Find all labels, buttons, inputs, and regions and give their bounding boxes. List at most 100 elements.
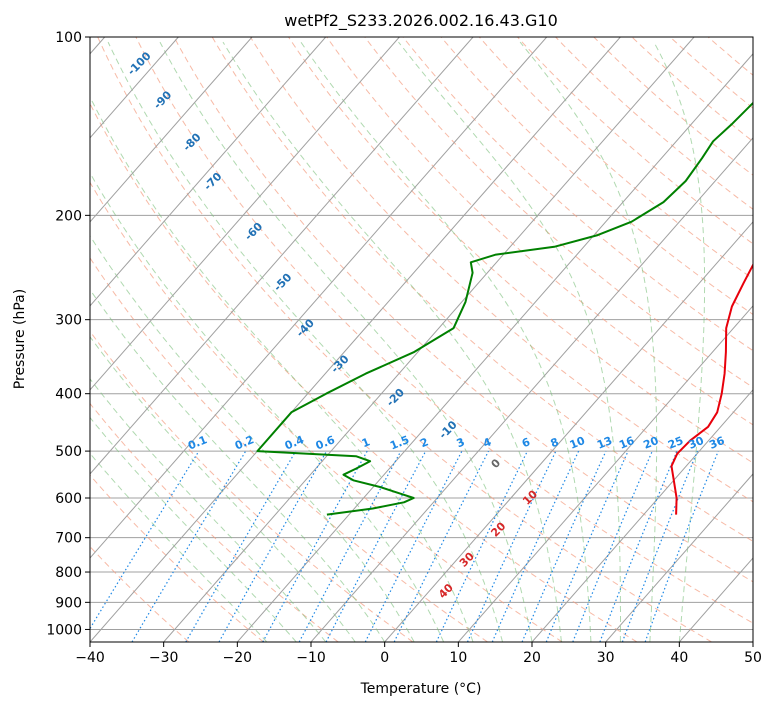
isotherm--50 [90,37,548,559]
adiabat-label: 10 [520,487,540,507]
isotherm-20 [531,389,753,642]
plot-area: -100-90-80-70-60-50-40-30-20-10010203040… [90,37,753,642]
dry-adiabat-80 [249,37,753,503]
isotherm--70 [90,37,400,391]
mixing-ratio-line-0.1 [90,450,200,630]
dry-adiabat-70 [211,37,753,542]
isobar-gridlines [90,37,753,630]
mixing-ratio-label: 0.1 [186,433,209,452]
y-tick-label: 300 [55,313,82,329]
mixing-ratio-label: 16 [617,434,636,452]
dry-adiabat--20 [90,474,264,642]
adiabat-label: 40 [436,581,456,601]
mixing-ratio-label: 10 [568,434,587,452]
x-tick-label: 40 [670,650,688,666]
adiabat-label: -90 [151,88,174,111]
sounding-profiles [256,101,753,516]
dry-adiabat-160 [555,37,753,210]
dry-adiabat-110 [364,37,753,388]
adiabat-label: -80 [180,130,203,153]
moist-adiabat-12 [90,95,474,642]
mixing-ratio-label: 1.5 [388,433,411,452]
mixing-ratio-line-0.6 [218,450,328,642]
isotherm--80 [90,37,327,307]
isotherm-30 [605,473,753,642]
x-tick-label: −40 [75,650,105,666]
x-tick-label: −20 [223,650,253,666]
moist-adiabat-24 [222,41,562,642]
x-tick-label: 0 [380,650,389,666]
mixing-ratio-label: 6 [520,435,532,450]
moist-adiabats [90,41,706,642]
dry-adiabat-100 [326,37,753,426]
dry-adiabat-180 [631,37,753,143]
dry-adiabat-170 [593,37,753,176]
y-tick-label: 600 [55,491,82,507]
mixing-ratio-label: 3 [455,435,467,450]
dry-adiabat-20 [90,181,563,642]
mixing-ratio-line-25 [599,450,678,642]
mixing-ratio-label: 8 [549,435,561,450]
mixing-ratio-label: 20 [641,434,660,452]
dry-adiabat-150 [517,37,753,245]
dry-adiabat-130 [440,37,753,316]
adiabat-label: 0 [489,456,504,471]
mixing-ratio-line-8 [466,450,557,642]
moist-adiabat-8 [90,171,445,642]
moist-adiabat-32 [398,41,621,642]
y-tick-label: 900 [55,595,82,611]
dewpoint-line [256,101,753,516]
mixing-ratio-label: 0.6 [314,433,337,452]
y-axis: 100 200 300 400 500 600 700 800 900 1000 [46,30,90,638]
moist-adiabat--4 [90,335,356,642]
x-axis: −40 −30 −20 −10 0 10 20 30 40 50 [75,642,762,666]
temperature-line [670,262,753,515]
x-tick-label: 20 [523,650,541,666]
mixing-ratio-labels: 0.1 0.2 0.4 0.6 1 1.5 2 3 4 6 8 10 13 16 20 25 30 36 [186,433,727,453]
dry-adiabat-10 [90,257,488,642]
moist-adiabat--12 [90,416,297,642]
x-tick-label: 30 [597,650,615,666]
isotherm--10 [310,137,753,642]
adiabat-label: -20 [384,386,407,409]
moist-adiabat--16 [90,452,268,642]
mixing-ratio-label: 2 [418,435,430,450]
mixing-ratio-label: 4 [481,435,493,450]
mixing-ratio-line-10 [491,450,580,642]
x-axis-label: Temperature (°C) [360,681,482,697]
x-tick-label: −10 [296,650,326,666]
mixing-ratio-label: 1 [360,435,372,450]
isotherm--40 [90,37,621,642]
mixing-ratio-line-2 [325,450,427,642]
isotherm-0 [384,221,753,642]
mixing-ratio-line-20 [572,450,653,642]
mixing-ratio-label: 25 [666,434,685,452]
plot-frame [89,36,754,643]
y-tick-label: 800 [55,565,82,581]
x-tick-label: 10 [449,650,467,666]
adiabat-label: 20 [488,519,508,539]
moist-adiabat-16 [107,41,503,642]
mixing-ratio-line-16 [545,450,629,642]
dry-adiabat-140 [478,37,753,280]
isotherm--20 [236,53,753,642]
mixing-ratio-label: 30 [687,434,706,452]
y-tick-label: 700 [55,531,82,547]
mixing-ratio-line-0.4 [185,450,297,642]
dry-adiabat-120 [402,37,753,352]
y-tick-label: 1000 [46,622,82,638]
dry-adiabat-40 [97,37,712,642]
moist-adiabat-4 [90,235,415,642]
dry-adiabat-30 [90,102,638,642]
mixing-ratio-label: 0.4 [283,433,306,452]
y-axis-label: Pressure (hPa) [12,289,28,389]
dry-adiabats [90,37,753,642]
isotherm--90 [90,37,253,223]
moist-adiabat-28 [300,41,592,642]
x-tick-label: −30 [149,650,179,666]
mixing-ratio-label: 36 [707,434,726,452]
moist-adiabat--8 [90,378,327,642]
dry-adiabat--30 [90,545,190,642]
isotherm--60 [90,37,474,475]
